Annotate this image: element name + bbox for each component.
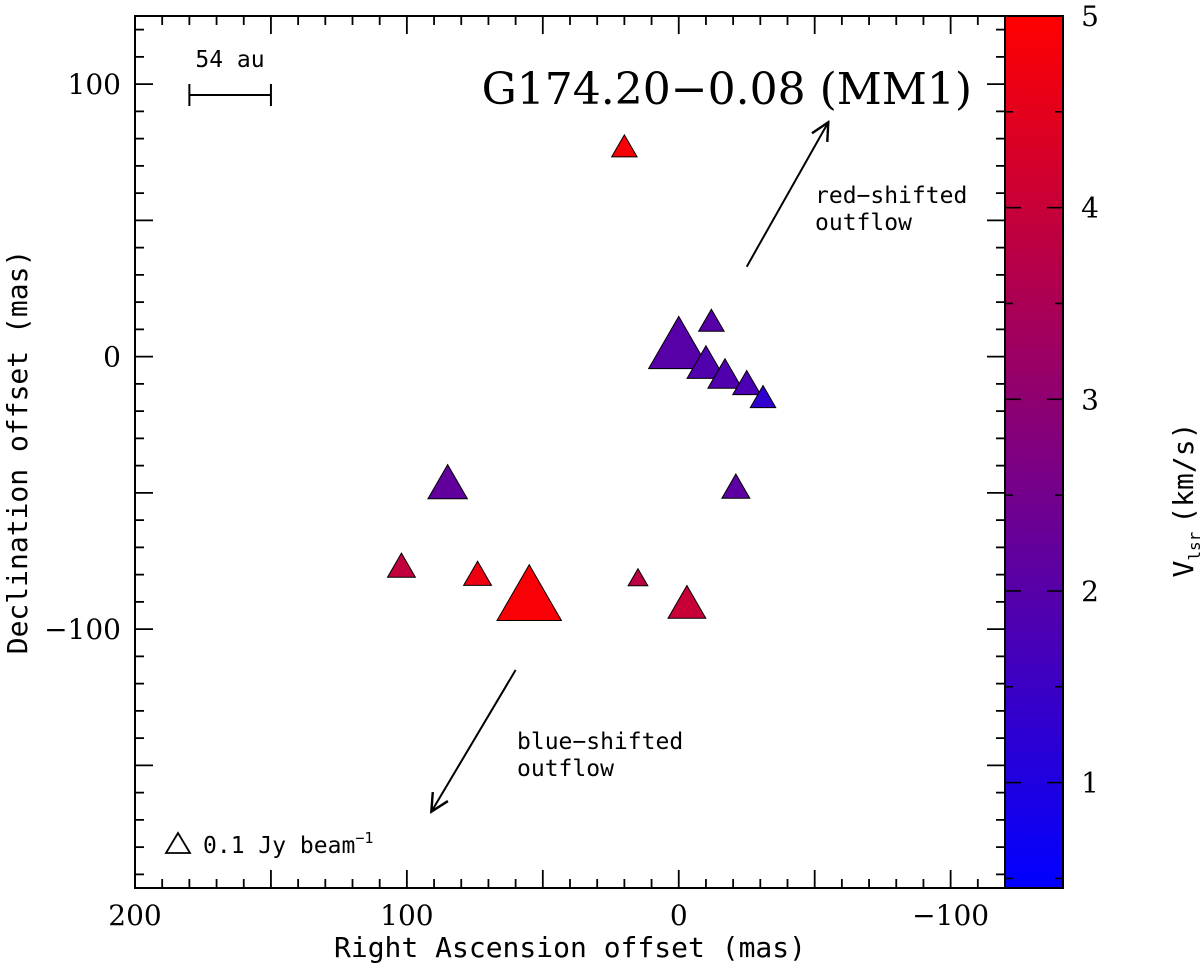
maser-spot <box>667 584 707 619</box>
scale-bar: 54 au <box>188 47 272 107</box>
maser-spot <box>697 308 725 332</box>
y-tick-label: 100 <box>68 68 121 101</box>
legend-triangle-icon <box>164 831 192 854</box>
blue-outflow-arrow <box>431 669 517 812</box>
colorbar-tick-label: 3 <box>1081 383 1099 416</box>
x-axis-label: Right Ascension offset (mas) <box>334 931 806 964</box>
maser-spot <box>731 369 762 396</box>
maser-spot <box>749 384 777 409</box>
maser-spot <box>427 463 469 500</box>
red-outflow-annotation: red−shifted outflow <box>745 122 967 268</box>
x-tick-label: 200 <box>108 899 161 932</box>
x-tick-label: −100 <box>912 899 989 932</box>
chart-title: G174.20−0.08 (MM1) <box>482 64 972 115</box>
maser-spot <box>627 567 649 587</box>
colorbar-tick-label: 2 <box>1081 575 1099 608</box>
blue-outflow-label-2: outflow <box>517 756 614 782</box>
red-outflow-arrow <box>745 122 829 268</box>
maser-spot <box>496 563 563 621</box>
y-tick-label: 0 <box>103 341 121 374</box>
colorbar-label: Vlsr(km/s) <box>1167 423 1200 578</box>
maser-spot <box>721 473 751 499</box>
maser-spot <box>707 357 743 389</box>
legend-label: 0.1 Jy beam−1 <box>203 829 373 859</box>
colorbar-tick-label: 5 <box>1081 0 1099 33</box>
axis-ticks: 200 100 0 −100 100 0 −100 <box>44 16 1006 932</box>
red-outflow-label-1: red−shifted <box>815 183 967 209</box>
blue-outflow-label-1: blue−shifted <box>517 729 683 755</box>
maser-spot <box>462 560 493 586</box>
maser-spot <box>386 552 417 578</box>
blue-outflow-annotation: blue−shifted outflow <box>431 669 683 812</box>
scale-bar-label: 54 au <box>195 47 264 73</box>
colorbar <box>1005 16 1063 888</box>
y-tick-label: −100 <box>44 613 121 646</box>
y-axis-label: Declination offset (mas) <box>1 250 34 655</box>
maser-spot <box>686 344 726 379</box>
maser-spot <box>610 133 638 158</box>
colorbar-tick-label: 1 <box>1081 767 1099 800</box>
x-tick-label: 0 <box>670 899 688 932</box>
data-points <box>386 133 777 621</box>
size-legend: 0.1 Jy beam−1 <box>164 829 373 859</box>
x-tick-label: 100 <box>380 899 433 932</box>
maser-spot <box>647 315 710 370</box>
colorbar-tick-label: 4 <box>1081 192 1099 225</box>
red-outflow-label-2: outflow <box>815 210 912 236</box>
